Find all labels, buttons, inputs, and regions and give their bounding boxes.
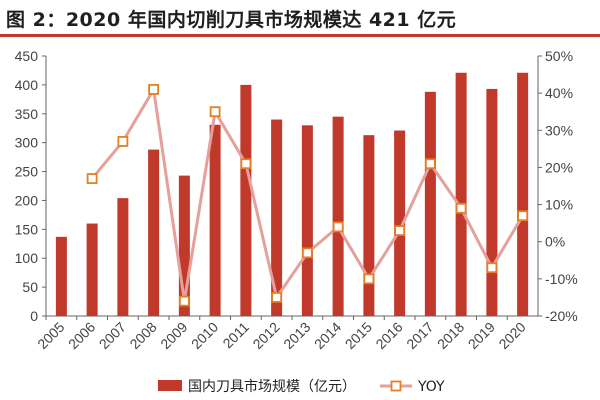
legend-bar-swatch <box>158 380 182 391</box>
x-tick-label: 2016 <box>372 319 405 352</box>
bar <box>178 175 190 316</box>
bar <box>117 198 129 316</box>
x-tick-label: 2017 <box>403 319 436 352</box>
yoy-point <box>86 173 98 184</box>
legend-line-marker <box>390 380 402 392</box>
yoy-point <box>148 84 160 95</box>
chart-title: 图 2：2020 年国内切削刀具市场规模达 421 亿元 <box>6 8 457 31</box>
bar <box>486 88 498 316</box>
x-tick-label: 2013 <box>280 319 313 352</box>
x-tick-label: 2007 <box>96 319 129 352</box>
bar <box>517 72 529 316</box>
y-right-tick-label: 50% <box>545 48 573 64</box>
yoy-point <box>424 158 436 170</box>
yoy-point <box>486 262 498 274</box>
yoy-point <box>209 106 221 118</box>
bar <box>240 84 252 316</box>
y-left-tick-label: 450 <box>15 48 39 64</box>
bar <box>55 236 67 316</box>
bar <box>86 223 98 316</box>
bar <box>363 135 375 316</box>
y-left-tick-label: 100 <box>15 250 39 266</box>
bar <box>332 116 344 317</box>
bar <box>148 149 160 316</box>
y-left-tick-label: 150 <box>15 221 39 237</box>
x-tick-label: 2006 <box>65 319 98 352</box>
bar <box>455 72 467 316</box>
y-left-tick-label: 50 <box>22 279 38 295</box>
x-tick-label: 2018 <box>434 319 467 352</box>
x-tick-label: 2015 <box>342 319 375 352</box>
yoy-point <box>240 158 252 170</box>
bar <box>301 125 313 316</box>
yoy-point <box>517 210 529 222</box>
yoy-point <box>363 273 375 285</box>
y-left-tick-label: 250 <box>15 164 39 180</box>
x-tick-label: 2009 <box>157 319 190 352</box>
bar <box>394 130 406 316</box>
y-left-tick-label: 0 <box>30 308 38 324</box>
y-left-tick-label: 400 <box>15 77 39 93</box>
x-tick-label: 2008 <box>126 319 159 352</box>
yoy-point <box>301 247 313 259</box>
y-right-tick-label: -20% <box>545 308 578 324</box>
yoy-point <box>178 295 190 307</box>
y-left-tick-label: 350 <box>15 106 39 122</box>
x-tick-label: 2011 <box>219 319 252 352</box>
bar <box>424 91 436 316</box>
x-tick-label: 2005 <box>34 319 67 352</box>
yoy-point <box>271 292 283 303</box>
x-tick-label: 2020 <box>495 319 528 352</box>
yoy-point <box>117 136 129 147</box>
x-tick-label: 2019 <box>465 319 498 352</box>
x-tick-label: 2012 <box>249 319 282 352</box>
y-right-tick-label: 0% <box>545 234 565 250</box>
y-right-tick-label: 10% <box>545 197 573 213</box>
y-right-tick-label: 40% <box>545 85 573 101</box>
x-tick-label: 2014 <box>311 319 344 352</box>
x-tick-label: 2010 <box>188 319 221 352</box>
yoy-point <box>332 221 344 233</box>
yoy-point <box>455 202 467 214</box>
bar <box>271 119 283 316</box>
legend-line-label: YOY <box>417 379 445 395</box>
y-right-tick-label: 20% <box>545 159 573 175</box>
yoy-point <box>394 225 406 236</box>
bar <box>209 124 221 316</box>
title-divider <box>0 34 600 37</box>
y-left-tick-label: 200 <box>15 192 39 208</box>
legend-bar-label: 国内刀具市场规模（亿元） <box>188 378 356 395</box>
chart-title-container: 图 2：2020 年国内切削刀具市场规模达 421 亿元 <box>6 4 456 32</box>
y-right-tick-label: -10% <box>545 271 578 287</box>
y-left-tick-label: 300 <box>15 135 39 151</box>
y-right-tick-label: 30% <box>545 122 573 138</box>
